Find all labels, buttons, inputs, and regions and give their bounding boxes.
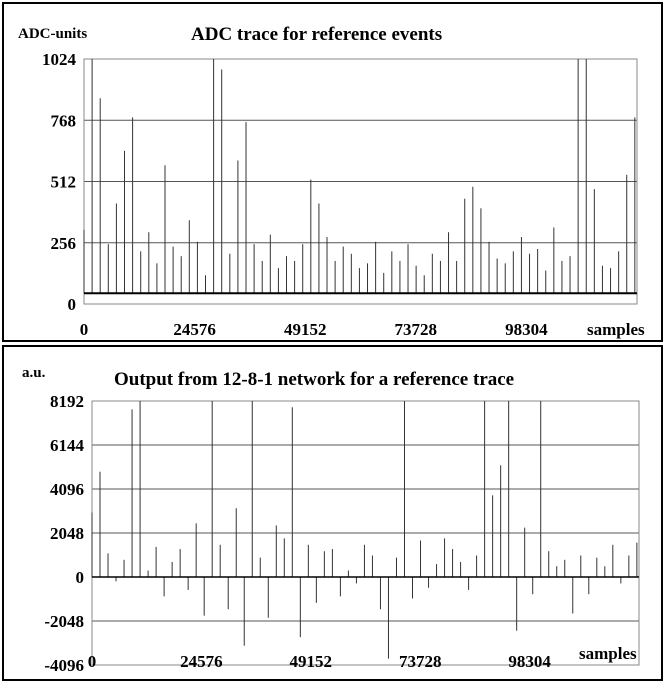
y-tick-label: 512	[51, 173, 77, 192]
x-tick-label: 49152	[290, 652, 333, 671]
adc-trace-chart: ADC-units ADC trace for reference events…	[18, 24, 645, 339]
chart-title: Output from 12-8-1 network for a referen…	[114, 369, 514, 390]
y-tick-label: 0	[76, 568, 85, 587]
x-tick-label: 98304	[505, 320, 548, 339]
x-tick-label: 73728	[395, 320, 438, 339]
x-tick-label: 49152	[284, 320, 327, 339]
y-tick-label: 768	[51, 111, 77, 130]
chart-panel-network-output: a.u. Output from 12-8-1 network for a re…	[2, 345, 663, 681]
x-tick-label: 73728	[399, 652, 442, 671]
y-tick-label: 0	[68, 295, 77, 314]
chart-title: ADC trace for reference events	[191, 24, 442, 45]
x-axis-label: samples	[579, 644, 637, 663]
y-tick-label: 8192	[50, 392, 84, 411]
plot-area: -4096 -2048 0 2048 4096 6144 8192 0 24576 49152 73…	[44, 392, 640, 675]
y-tick-label: 2048	[50, 524, 84, 543]
y-tick-label: 6144	[50, 436, 85, 455]
y-tick-label: -2048	[44, 612, 84, 631]
x-axis-label: samples	[587, 320, 645, 339]
x-tick-label: 0	[88, 652, 97, 671]
chart-panel-adc-trace: ADC-units ADC trace for reference events…	[2, 2, 663, 342]
plot-frame	[83, 58, 638, 305]
x-tick-label: 98304	[508, 652, 551, 671]
y-tick-label: 256	[51, 234, 77, 253]
y-tick-label: 4096	[50, 480, 84, 499]
x-tick-label: 0	[80, 320, 89, 339]
y-axis-unit-label: ADC-units	[18, 26, 87, 42]
y-axis-unit-label: a.u.	[22, 365, 46, 381]
plot-area: 0 256 512 768 1024 0 24576 49152 73728 98304	[42, 50, 638, 339]
y-tick-label: -4096	[44, 656, 84, 675]
network-output-chart: a.u. Output from 12-8-1 network for a re…	[22, 365, 640, 675]
x-tick-label: 24576	[173, 320, 216, 339]
y-tick-label: 1024	[42, 50, 77, 69]
x-tick-label: 24576	[180, 652, 223, 671]
